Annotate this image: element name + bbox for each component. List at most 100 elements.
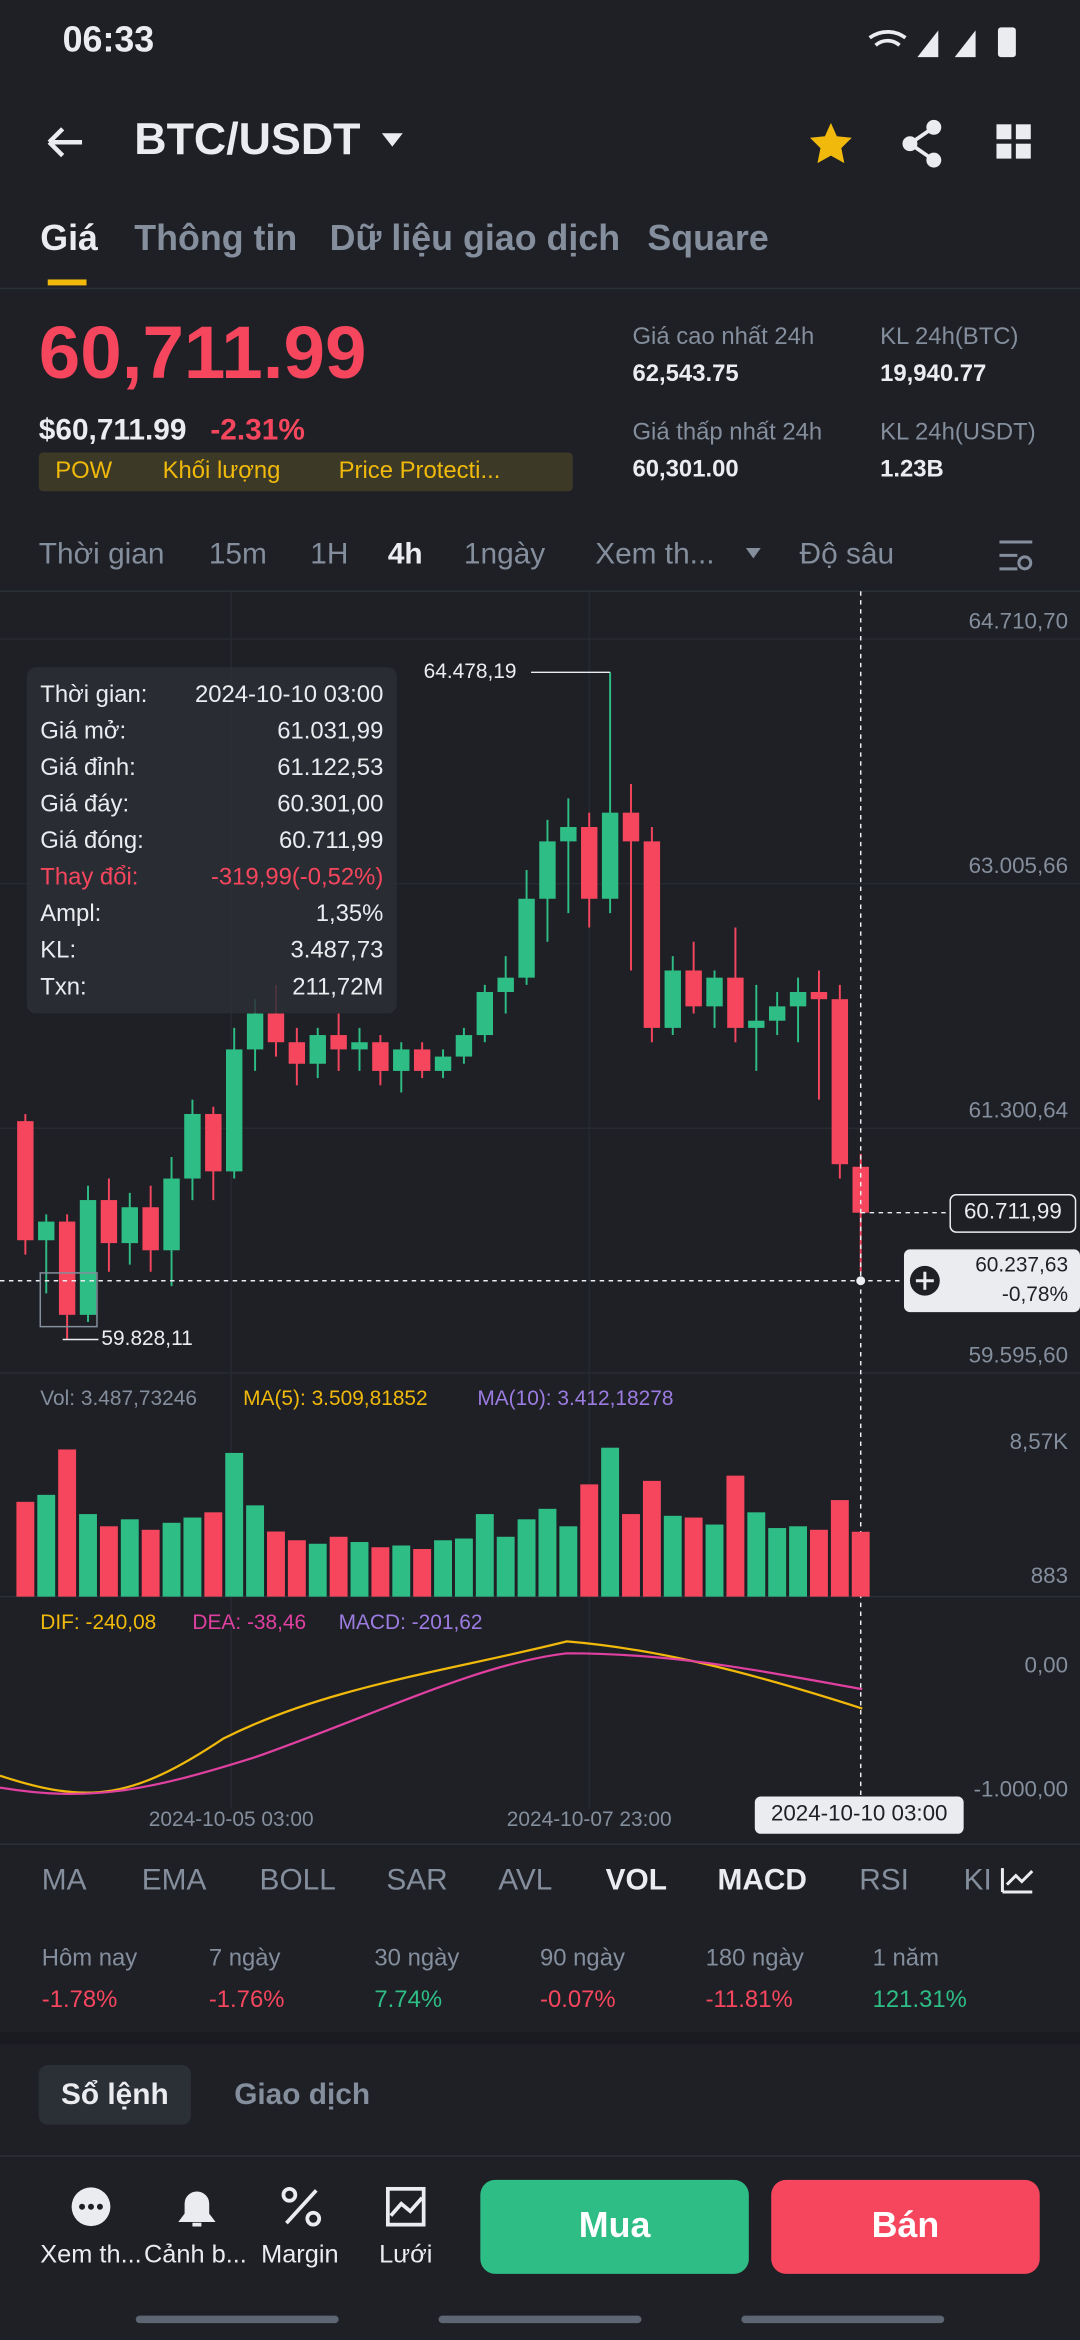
stat-value: 1.23B (880, 456, 944, 483)
pair-title: BTC/USDT (134, 114, 360, 164)
favorite-star[interactable] (810, 122, 852, 164)
bottom-item[interactable]: Margin (261, 2241, 338, 2269)
tooltip (26, 667, 397, 1014)
indicator-tab[interactable]: AVL (498, 1863, 552, 1896)
interval[interactable]: 4h (388, 537, 423, 570)
indicator-tab[interactable]: VOL (606, 1863, 667, 1896)
volume-bar (496, 1536, 515, 1597)
candle-body (685, 970, 702, 1007)
candle-body (727, 977, 744, 1028)
tooltip-label: Ampl: (40, 900, 101, 927)
tag-bar[interactable] (38, 452, 573, 492)
macd-tick: 0,00 (1025, 1653, 1069, 1678)
cursor-price: 60.237,63 (975, 1253, 1068, 1276)
sell-label: Bán (872, 2205, 940, 2245)
tooltip-label: Thay đổi: (40, 864, 138, 891)
candle-body (79, 1200, 97, 1315)
tag[interactable]: POW (55, 457, 112, 484)
candle-body (810, 992, 828, 1000)
volume-bar (120, 1519, 139, 1597)
indicator-tab[interactable]: KI (964, 1863, 992, 1896)
indicator-tab[interactable]: RSI (859, 1863, 909, 1896)
y-tick-label: 63.005,66 (969, 853, 1068, 878)
candle-body (121, 1207, 138, 1244)
more-icon[interactable] (71, 2187, 111, 2227)
grid-bot-icon[interactable] (385, 2186, 426, 2227)
settings-icon[interactable] (999, 540, 1033, 571)
candle-body (38, 1221, 55, 1241)
candle-body (706, 977, 723, 1007)
tooltip-label: Txn: (40, 973, 86, 1000)
volume-bar (559, 1526, 578, 1597)
volume-bar (622, 1514, 640, 1597)
tab[interactable]: Giá (40, 218, 98, 258)
interval[interactable]: Độ sâu (800, 537, 895, 570)
margin-icon[interactable] (281, 2186, 322, 2227)
stat-label: Giá thấp nhất 24h (632, 418, 822, 445)
tab[interactable]: Thông tin (134, 218, 297, 258)
perf-label: 1 năm (873, 1944, 939, 1971)
volume-bar (58, 1449, 77, 1597)
tag[interactable]: Khối lượng (163, 457, 281, 484)
candle-body (372, 1042, 389, 1071)
indicator-tab[interactable]: SAR (386, 1863, 447, 1896)
back-button[interactable] (47, 127, 83, 158)
bottom-item[interactable]: Lưới (379, 2241, 432, 2269)
dif-label: DIF: -240,08 (40, 1611, 156, 1634)
volume-bar (246, 1505, 265, 1597)
candle-body (748, 1020, 765, 1028)
volume-bar (37, 1494, 56, 1597)
candle-body (434, 1056, 452, 1071)
active-book-tab[interactable] (38, 2065, 191, 2125)
interval[interactable]: Xem th... (595, 537, 714, 570)
volume-bar (79, 1514, 97, 1597)
candle-body (601, 812, 619, 899)
indicator-tab[interactable]: EMA (142, 1863, 207, 1896)
perf-label: 90 ngày (540, 1944, 625, 1971)
stat-label: Giá cao nhất 24h (632, 323, 814, 350)
book-tab[interactable]: Giao dịch (234, 2078, 370, 2111)
stat-label: KL 24h(USDT) (880, 418, 1036, 445)
interval[interactable]: 1ngày (464, 537, 545, 570)
zoom-box[interactable] (39, 1272, 98, 1328)
sell-button[interactable] (771, 2179, 1040, 2274)
tooltip-label: Thời gian: (40, 681, 147, 708)
tab[interactable]: Square (647, 218, 768, 258)
crosshair-dot (856, 1276, 866, 1286)
interval[interactable]: Thời gian (39, 537, 165, 570)
interval[interactable]: 1H (310, 537, 348, 570)
bottom-item[interactable]: Cảnh b... (144, 2241, 247, 2269)
grid-icon[interactable] (996, 124, 1031, 159)
indicator-tab[interactable]: MA (42, 1863, 87, 1896)
indicator-settings[interactable] (1000, 1868, 1034, 1894)
tab[interactable]: Dữ liệu giao dịch (330, 218, 620, 258)
volume-bar (434, 1540, 452, 1597)
candle-body (225, 1049, 243, 1172)
tag[interactable]: Price Protecti... (339, 457, 501, 484)
volume-bar (642, 1480, 661, 1597)
pair-dropdown[interactable] (381, 133, 403, 147)
tooltip-value: 2024-10-10 03:00 (195, 681, 383, 708)
alert-icon[interactable] (178, 2191, 216, 2227)
interval[interactable]: 15m (209, 537, 267, 570)
perf-label: 180 ngày (706, 1944, 804, 1971)
indicator-tab[interactable]: MACD (718, 1863, 807, 1896)
indicator-tab[interactable]: BOLL (260, 1863, 336, 1896)
bottom-item[interactable]: Xem th... (40, 2241, 141, 2269)
y-tick-label: 59.595,60 (969, 1342, 1068, 1367)
candle-body (518, 898, 535, 978)
book-tab[interactable]: Sổ lệnh (61, 2078, 169, 2111)
candle-body (643, 841, 661, 1028)
ma10-label: MA(10): 3.412,18278 (477, 1387, 673, 1410)
stat-label: KL 24h(BTC) (880, 323, 1018, 350)
candle-body (163, 1178, 180, 1251)
candle-body (205, 1113, 222, 1172)
share-icon[interactable] (902, 119, 942, 168)
volume-bar (747, 1512, 766, 1597)
buy-button[interactable] (480, 2179, 749, 2274)
stat-value: 60,301.00 (632, 456, 738, 483)
clock: 06:33 (63, 20, 155, 60)
candle-body (476, 992, 494, 1036)
